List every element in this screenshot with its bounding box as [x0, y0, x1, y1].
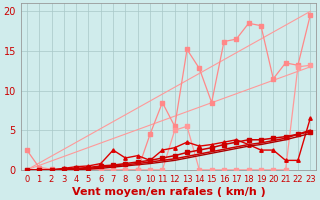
X-axis label: Vent moyen/en rafales ( km/h ): Vent moyen/en rafales ( km/h ): [72, 187, 265, 197]
